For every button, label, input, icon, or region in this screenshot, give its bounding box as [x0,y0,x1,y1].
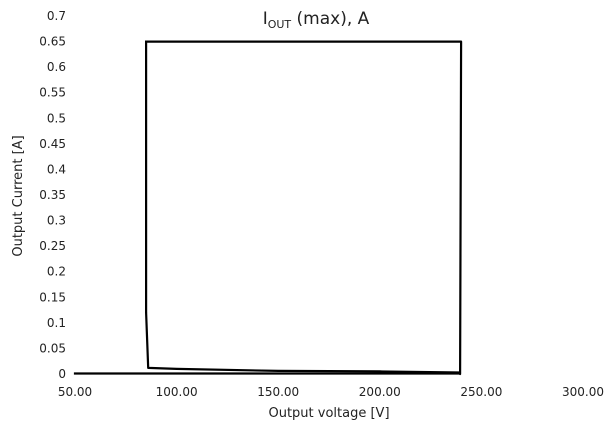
y-tick-label: 0.45 [39,137,66,151]
x-axis-title: Output voltage [V] [268,406,389,421]
y-axis-ticks: 0 0.05 0.1 0.15 0.2 0.25 0.3 0.35 0.4 0.45 0.5 0.55… [39,9,66,381]
chart-title: IOUT (max), A [263,9,370,31]
plot-area [73,40,463,376]
y-tick-label: 0.1 [47,316,66,330]
y-tick-label: 0.05 [39,341,66,355]
x-tick-label: 200.00 [359,385,401,399]
y-axis-title: Output Current [A] [11,135,26,256]
x-tick-label: 50.00 [58,385,92,399]
x-axis-ticks: 50.00 100.00 150.00 200.00 250.00 300.00 [58,385,604,399]
chart-title-prefix: I [263,9,268,29]
y-tick-label: 0.65 [39,35,66,49]
y-tick-label: 0.55 [39,86,66,100]
x-tick-label: 250.00 [460,385,502,399]
x-tick-label: 100.00 [156,385,198,399]
x-tick-label: 150.00 [257,385,299,399]
y-tick-label: 0.35 [39,188,66,202]
y-tick-label: 0.4 [47,162,66,176]
y-tick-label: 0.3 [47,214,66,228]
series-line-1 [145,40,463,376]
chart-title-suffix: (max), A [291,9,370,29]
x-tick-label: 300.00 [562,385,604,399]
y-tick-label: 0.2 [47,265,66,279]
y-tick-label: 0.25 [39,239,66,253]
y-tick-label: 0.15 [39,290,66,304]
chart-title-subscript: OUT [268,18,292,31]
y-tick-label: 0 [58,367,66,381]
y-tick-label: 0.5 [47,111,66,125]
y-tick-label: 0.6 [47,60,66,74]
y-tick-label: 0.7 [47,9,66,23]
